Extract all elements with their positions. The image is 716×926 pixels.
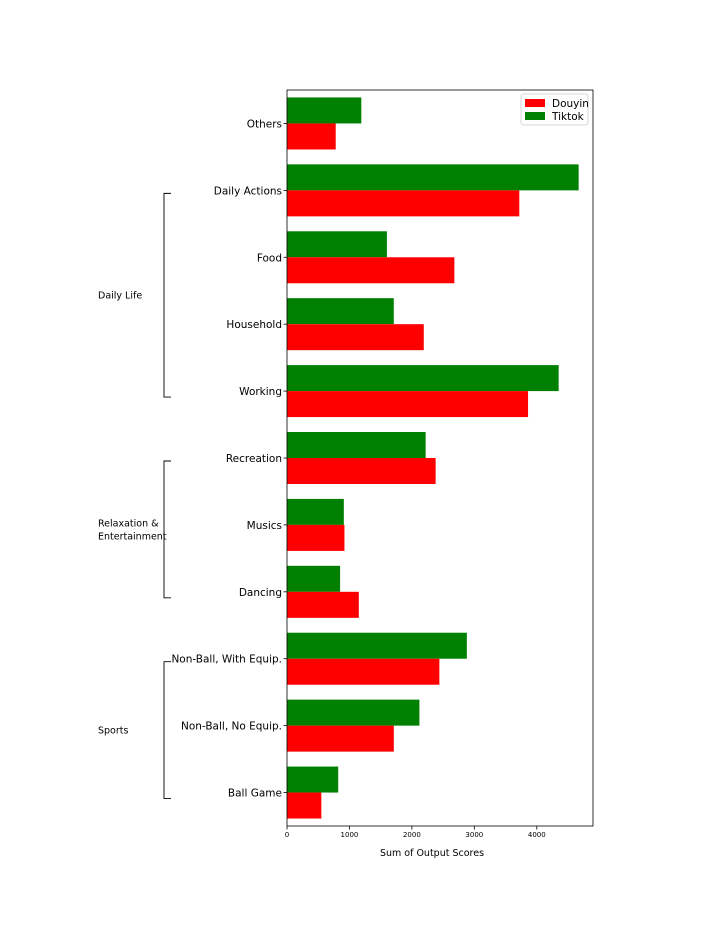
category-label: Ball Game	[228, 788, 282, 800]
bar-tiktok-musics	[287, 498, 344, 525]
x-tick-label: 4000	[528, 831, 546, 839]
bar-douyin-others	[287, 123, 336, 150]
bar-douyin-dancing	[287, 591, 359, 618]
bar-douyin-household	[287, 324, 424, 351]
bar-tiktok-food	[287, 231, 387, 258]
category-label: Working	[239, 386, 282, 398]
category-label: Non-Ball, With Equip.	[171, 654, 282, 666]
group-label: Daily Life	[98, 291, 142, 302]
x-tick-label: 0	[285, 831, 289, 839]
bar-tiktok-household	[287, 298, 394, 325]
x-axis-ticks: 0 1000 2000 3000 4000	[285, 826, 546, 839]
category-labels: Others Daily Actions Food Household Working R…	[171, 118, 287, 800]
bar-douyin-food	[287, 257, 455, 284]
bar-douyin-musics	[287, 524, 345, 551]
legend-label-tiktok: Tiktok	[551, 111, 585, 123]
group-label: Sports	[98, 726, 129, 737]
legend-swatch-douyin	[525, 99, 545, 107]
bar-tiktok-daily-actions	[287, 164, 579, 191]
group-label: Entertainment	[98, 531, 167, 542]
bar-douyin-non-ball-no-equip	[287, 725, 394, 752]
category-label: Recreation	[226, 453, 282, 465]
group-bracket	[163, 460, 171, 599]
bar-douyin-ball-game	[287, 792, 322, 819]
bar-douyin-recreation	[287, 458, 436, 484]
bar-douyin-working	[287, 391, 529, 418]
bars-layer	[287, 97, 579, 819]
bar-tiktok-recreation	[287, 432, 426, 458]
category-label: Musics	[247, 520, 282, 532]
category-label: Dancing	[239, 587, 282, 599]
x-axis-title: Sum of Output Scores	[380, 848, 484, 859]
group-bracket	[163, 661, 171, 799]
group-label: Relaxation &	[98, 518, 159, 529]
bar-tiktok-non-ball-with-equip	[287, 632, 467, 659]
x-tick-label: 2000	[403, 831, 421, 839]
x-tick-label: 3000	[465, 831, 483, 839]
group-brackets: Daily Life Relaxation & Entertainment Sport…	[98, 192, 171, 799]
category-label: Others	[247, 118, 282, 130]
bar-douyin-daily-actions	[287, 190, 520, 217]
bar-tiktok-working	[287, 365, 559, 392]
bar-douyin-non-ball-with-equip	[287, 658, 440, 685]
bar-tiktok-others	[287, 97, 362, 124]
category-label: Household	[226, 319, 282, 331]
category-label: Daily Actions	[214, 185, 282, 197]
category-label: Non-Ball, No Equip.	[181, 721, 282, 733]
group-bracket	[163, 192, 171, 398]
bar-tiktok-ball-game	[287, 766, 339, 793]
legend-swatch-tiktok	[525, 112, 545, 120]
x-tick-label: 1000	[341, 831, 359, 839]
bar-tiktok-dancing	[287, 565, 341, 592]
legend-label-douyin: Douyin	[552, 98, 589, 110]
bar-tiktok-non-ball-no-equip	[287, 699, 420, 726]
category-label: Food	[257, 252, 282, 264]
